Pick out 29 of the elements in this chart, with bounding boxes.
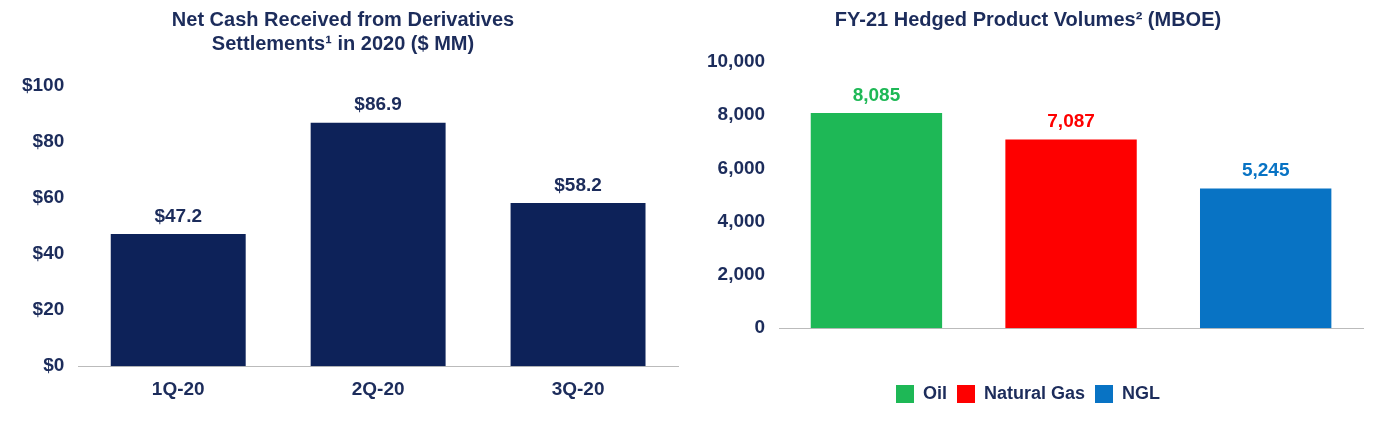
legend-label: Natural Gas bbox=[983, 382, 1086, 403]
y-tick-label: $100 bbox=[21, 74, 65, 96]
data-label: $47.2 bbox=[154, 204, 202, 226]
data-label: 5,245 bbox=[1241, 159, 1290, 181]
legend-label: Oil bbox=[922, 382, 947, 403]
y-tick-label: 8,000 bbox=[717, 103, 766, 125]
y-tick-label: $40 bbox=[32, 242, 65, 264]
chart-title: Net Cash Received from Derivatives Settlements¹ in 2020 ($ MM) bbox=[171, 7, 515, 54]
x-tick-label: 2Q-20 bbox=[351, 377, 405, 399]
legend-label: NGL bbox=[1122, 382, 1161, 403]
data-label: 8,085 bbox=[852, 83, 901, 105]
x-tick-label: 1Q-20 bbox=[151, 377, 205, 399]
y-tick-label: 2,000 bbox=[717, 263, 766, 285]
y-tick-label: 4,000 bbox=[717, 209, 766, 231]
y-tick-label: $0 bbox=[43, 354, 65, 376]
y-tick-label: 6,000 bbox=[717, 156, 766, 178]
y-tick-label: $20 bbox=[32, 298, 65, 320]
y-tick-label: $80 bbox=[32, 130, 65, 152]
x-tick-label: 3Q-20 bbox=[551, 377, 605, 399]
y-tick-label: 0 bbox=[754, 316, 766, 338]
data-label: $86.9 bbox=[354, 93, 402, 115]
y-tick-label: 10,000 bbox=[706, 50, 766, 72]
data-label: $58.2 bbox=[554, 173, 602, 195]
bar bbox=[310, 122, 446, 367]
chart-title: FY-21 Hedged Product Volumes² (MBOE) bbox=[834, 7, 1222, 30]
data-label: 7,087 bbox=[1047, 110, 1095, 132]
bar bbox=[110, 233, 246, 367]
bar bbox=[510, 203, 646, 367]
y-tick-label: $60 bbox=[32, 186, 65, 208]
